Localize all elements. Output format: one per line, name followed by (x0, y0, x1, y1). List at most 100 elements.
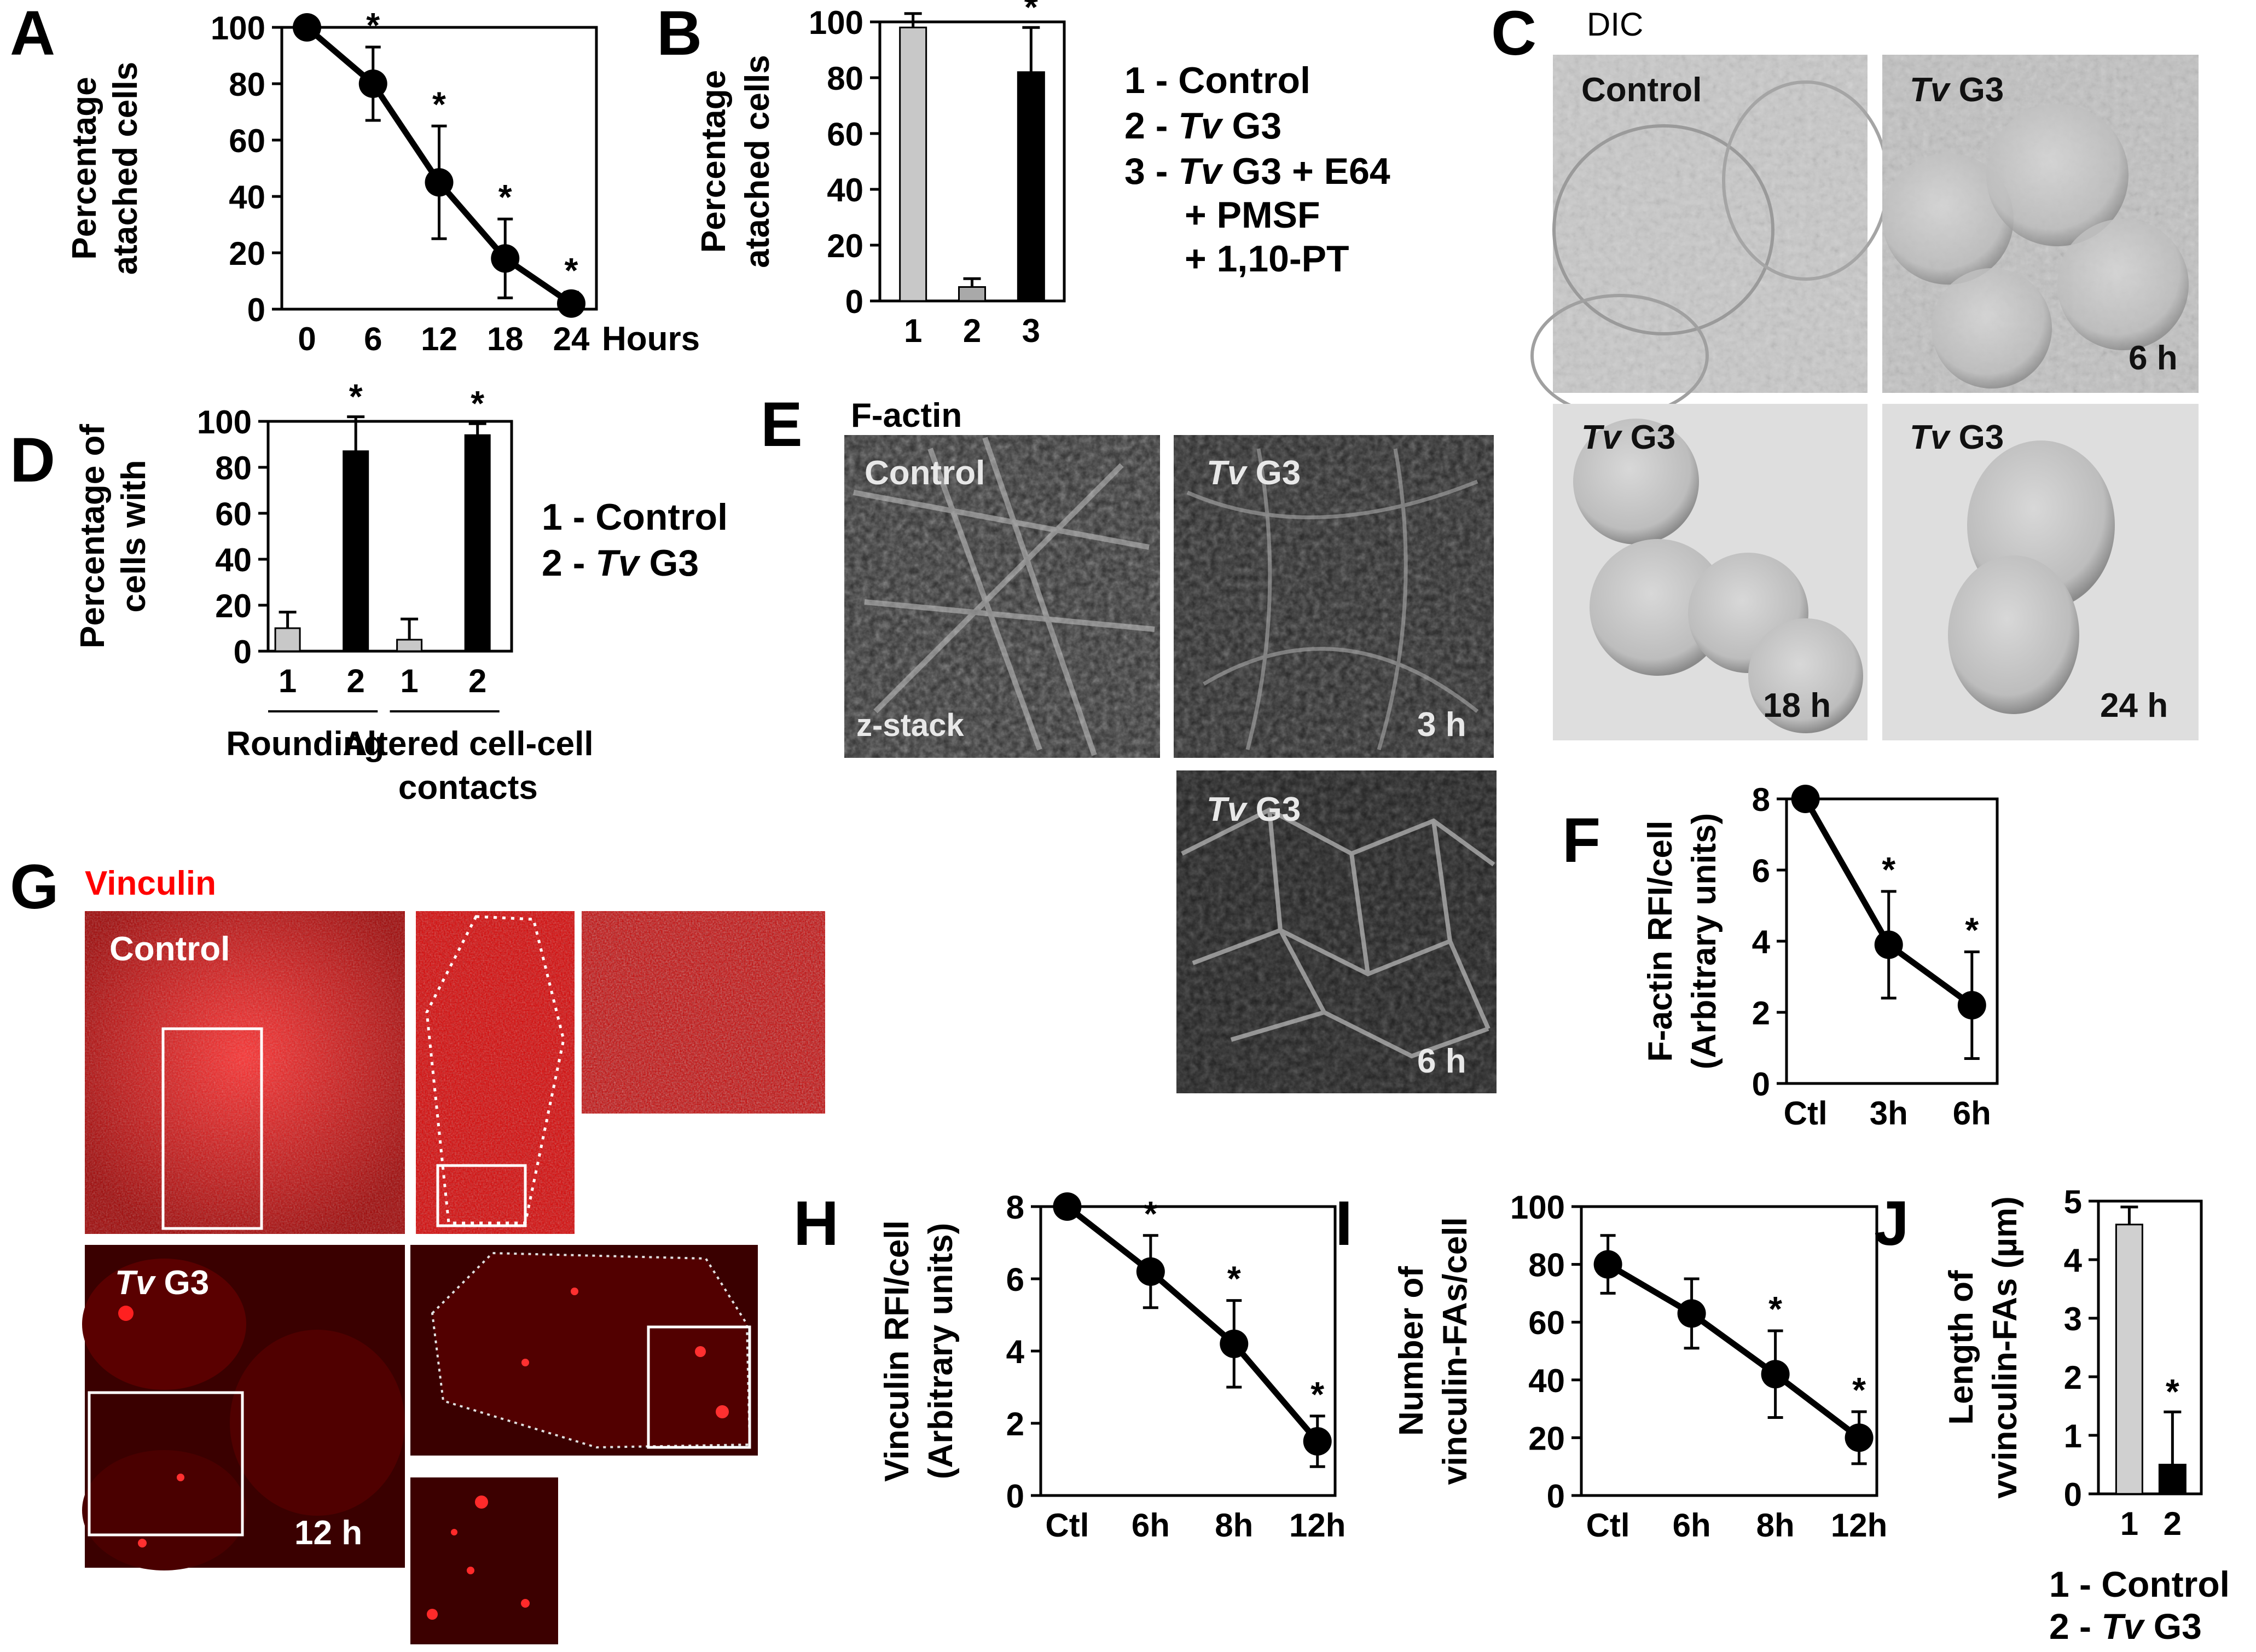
legend-b-line2: 2 - Tv G3 (1124, 105, 1281, 147)
y-tick-label: 0 (1547, 1478, 1565, 1515)
data-point (293, 13, 321, 42)
y-tick-label: 100 (809, 4, 863, 41)
factin-time-6h: 6 h (1417, 1042, 1466, 1080)
y-tick-label: 20 (1528, 1420, 1565, 1457)
data-point (1791, 785, 1820, 813)
bar (1017, 71, 1045, 302)
factin-time-3h: 3 h (1417, 706, 1466, 744)
dic-time-24h: 24 h (2100, 687, 2168, 724)
legend-j-line1: 1 - Control (2049, 1564, 2230, 1604)
group-label: Rounding (226, 725, 384, 763)
x-tick-label: 2 (347, 663, 365, 699)
y-tick-label: 5 (2064, 1184, 2082, 1220)
x-axis-label: Hours (602, 320, 700, 358)
panel-label-g: G (10, 852, 59, 922)
chart-f-factin-rfi: 0 2 4 6 8 F-actin RFI/cell (Arbitrary units) Ct… (1642, 781, 1999, 1132)
dic-label-tvg3-c: Tv G3 (1910, 419, 2004, 456)
panel-label-e: E (761, 390, 803, 460)
data-point (1303, 1427, 1332, 1456)
y-tick-label: 40 (215, 542, 252, 578)
y-tick-label: 8 (1752, 781, 1770, 818)
y-tick-label: 6 (1006, 1261, 1024, 1298)
panel-label-i: I (1335, 1189, 1353, 1259)
vinculin-roi-box (161, 1027, 263, 1230)
data-point (1957, 991, 1986, 1019)
y-tick-label: 3 (2064, 1301, 2082, 1337)
bar (396, 639, 423, 652)
dic-image-tvg3-24h: Tv G3 24 h (1882, 404, 2199, 740)
y-tick-label: 60 (229, 123, 265, 159)
chart-J-frame (2097, 1199, 2203, 1496)
y-axis-label: Percentage of (74, 424, 112, 648)
dic-image-tvg3-6h: Tv G3 6 h (1882, 55, 2199, 393)
y-tick-label: 2 (2064, 1359, 2082, 1396)
x-tick-label: 6 (364, 321, 382, 357)
y-tick-label: 60 (1528, 1305, 1565, 1341)
chart-b-attached-cells-treatment: 0 20 40 60 80 100 Percentage atached cells 1 2 3 * (695, 0, 1066, 349)
x-tick-label: 1 (2120, 1505, 2138, 1542)
panel-c-title: DIC (1587, 6, 1643, 43)
y-tick-label: 0 (2064, 1476, 2082, 1513)
legend-d-line1: 1 - Control (542, 496, 728, 538)
significance-marker: * (1965, 911, 1979, 950)
y-axis-label: Vinculin RFI/cell (878, 1220, 916, 1482)
panel-label-c: C (1491, 0, 1536, 68)
y-tick-label: 20 (215, 588, 252, 624)
significance-marker: * (565, 251, 578, 290)
y-tick-label: 80 (215, 450, 252, 486)
chart-h-vinculin-rfi: 0 2 4 6 8 Vinculin RFI/cell (Arbitrary units) C… (878, 1189, 1346, 1544)
panel-c-dic-micrographs: DIC Control Tv G3 6 h T (1530, 6, 2199, 740)
x-tick-label: 18 (487, 321, 524, 357)
bar (464, 434, 491, 652)
data-point (557, 289, 585, 318)
y-axis-label: Percentage (695, 70, 733, 253)
x-tick-label: 8h (1215, 1507, 1253, 1544)
y-tick-label: 8 (1006, 1189, 1024, 1226)
y-tick-label: 80 (1528, 1247, 1565, 1284)
panel-label-b: B (657, 0, 702, 68)
legend-d-line2: 2 - Tv G3 (542, 542, 699, 584)
factin-label-zstack: z-stack (856, 708, 964, 743)
series-line (1606, 1261, 1861, 1440)
panel-label-d: D (10, 425, 55, 495)
y-tick-label: 2 (1752, 995, 1770, 1031)
y-tick-label: 6 (1752, 853, 1770, 889)
y-tick-label: 100 (1510, 1189, 1565, 1226)
y-axis-label: (Arbitrary units) (922, 1223, 960, 1479)
series-line (1065, 1204, 1320, 1444)
y-axis-label: (Arbitrary units) (1685, 813, 1723, 1069)
dic-label-tvg3-a: Tv G3 (1910, 71, 2004, 109)
dic-time-6h: 6 h (2129, 339, 2178, 377)
legend-b-line1: 1 - Control (1124, 60, 1310, 101)
y-tick-label: 60 (827, 116, 863, 153)
x-tick-label: 3 (1022, 312, 1040, 349)
data-point (1220, 1329, 1249, 1358)
legend-b-line4: + PMSF (1185, 194, 1320, 236)
significance-marker: * (1310, 1375, 1324, 1414)
legend-b-line3: 3 - Tv G3 + E64 (1124, 150, 1390, 192)
x-tick-label: 12h (1831, 1507, 1887, 1544)
y-tick-label: 4 (1752, 924, 1771, 960)
y-tick-label: 0 (1006, 1478, 1024, 1515)
data-point (1053, 1192, 1082, 1221)
y-axis-label: atached cells (739, 55, 776, 268)
y-axis-label: cells with (115, 460, 153, 612)
significance-marker: * (1768, 1289, 1782, 1329)
data-point (491, 244, 520, 273)
factin-image-tvg3-3h: Tv G3 3 h (1174, 435, 1494, 758)
y-axis-label: vinculin-FAs/cell (1436, 1217, 1474, 1485)
significance-marker: * (1852, 1370, 1866, 1410)
panel-label-a: A (10, 0, 55, 68)
legend-b-line5: + 1,10-PT (1185, 238, 1349, 280)
y-tick-label: 40 (1528, 1363, 1565, 1399)
x-tick-label: 3h (1870, 1095, 1908, 1132)
x-tick-label: 6h (1673, 1507, 1711, 1544)
factin-label-control: Control (865, 454, 985, 492)
data-point (358, 69, 387, 98)
significance-marker: * (1227, 1259, 1241, 1299)
y-tick-label: 20 (229, 235, 265, 272)
x-tick-label: 2 (2164, 1505, 2182, 1542)
x-tick-label: 12 (421, 321, 457, 357)
dic-label-tvg3-b: Tv G3 (1581, 419, 1675, 456)
